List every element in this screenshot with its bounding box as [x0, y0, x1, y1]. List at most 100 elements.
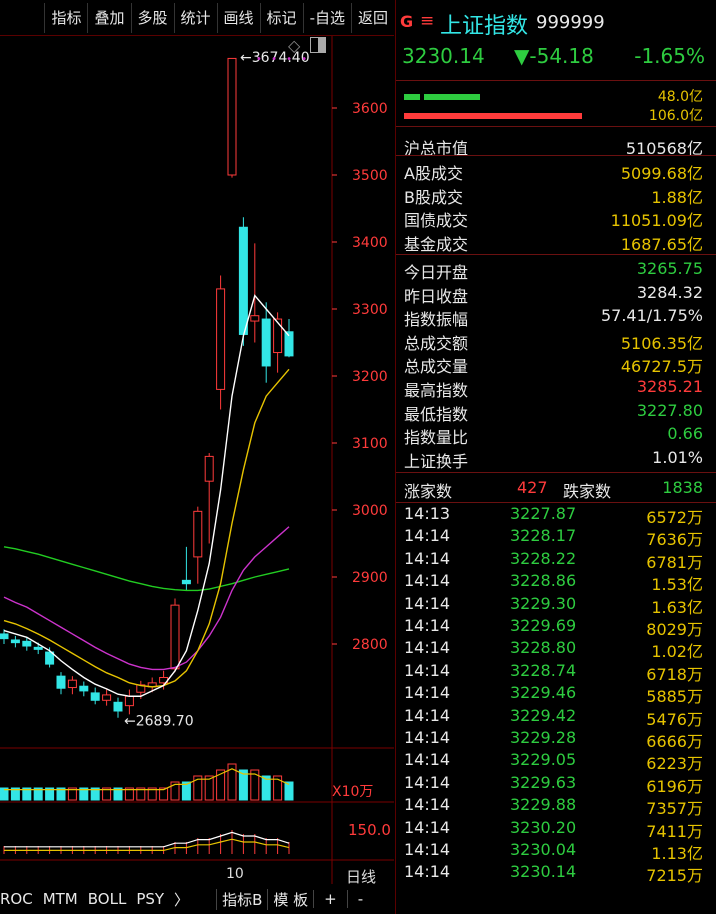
buy-bar-segment [404, 94, 420, 100]
volume-bar [261, 775, 271, 801]
tab-template[interactable]: 模 板 [267, 888, 313, 910]
tick-volume: 6781万 [646, 552, 703, 572]
stat-value: 46727.5万 [620, 357, 703, 377]
toolbar-multi-stock-button[interactable]: 多股 [130, 2, 174, 33]
volume-bar [284, 781, 294, 801]
tick-row: 14:14 3230.20 7411万 [396, 817, 716, 841]
candle-body [204, 455, 214, 482]
stat-row: 最高指数 3285.21 [396, 376, 716, 400]
tick-price: 3228.74 [510, 660, 577, 680]
indicator-line-2 [4, 838, 290, 851]
volume-bar [204, 775, 214, 801]
tick-volume: 7636万 [646, 530, 703, 550]
volume-bar [45, 787, 55, 801]
stat-row: 沪总市值 510568亿 [396, 134, 716, 158]
candle-body [238, 226, 248, 335]
volume-bar [238, 769, 248, 801]
price-tick-label: 3200 [352, 369, 388, 385]
panel-toggle-icon[interactable] [310, 37, 326, 53]
indicator-tab-bar: ROC MTM BOLL PSY 〉 指标B 模 板 + - [0, 884, 394, 914]
stat-label: 总成交量 [404, 357, 469, 377]
stat-label: 沪总市值 [404, 139, 469, 158]
indicator-value-label: 150.0 [348, 821, 391, 839]
volume-bar [193, 775, 203, 801]
candle-body [102, 694, 112, 701]
tab-boll[interactable]: BOLL [87, 890, 127, 908]
decliners-label: 跌家数 [563, 482, 612, 501]
tick-price: 3229.30 [510, 593, 577, 613]
tick-row: 14:14 3229.63 6196万 [396, 773, 716, 796]
tab-psy[interactable]: PSY [136, 890, 165, 908]
toolbar-overlay-button[interactable]: 叠加 [87, 2, 130, 33]
candle-body [56, 675, 66, 689]
price-tick-label: 3600 [352, 101, 388, 117]
buy-amount: 48.0亿 [657, 89, 703, 105]
toolbar-mark-button[interactable]: 标记 [259, 2, 303, 33]
zoom-in-button[interactable]: + [313, 890, 347, 908]
tab-indicator-b[interactable]: 指标B [216, 888, 267, 910]
stat-row: 总成交量 46727.5万 [396, 352, 716, 377]
tick-price: 3227.87 [510, 504, 577, 523]
candle-body [22, 640, 32, 647]
tick-price: 3229.42 [510, 705, 577, 725]
annotations: ←3674.40 ←2689.70 [124, 50, 310, 730]
tick-price: 3229.88 [510, 795, 577, 815]
tick-time: 14:14 [404, 548, 451, 568]
volume-bar [273, 775, 283, 801]
ma60-line [3, 546, 290, 592]
tick-volume: 6196万 [646, 776, 703, 796]
stat-label: 昨日收盘 [404, 286, 469, 306]
stat-value: 1.88亿 [651, 187, 703, 207]
toolbar-draw-line-button[interactable]: 画线 [216, 2, 260, 33]
tick-time: 14:14 [404, 817, 451, 837]
price-tick-label: 3100 [352, 436, 388, 452]
toolbar-remove-watchlist-button[interactable]: -自选 [302, 2, 351, 33]
volume-bar [0, 787, 9, 801]
stat-label: 最低指数 [404, 404, 469, 424]
candle-body [124, 695, 134, 707]
candle-body [284, 331, 294, 357]
tick-row: 14:14 3229.30 1.63亿 [396, 593, 716, 617]
kline-chart[interactable]: 3600 3500 3400 3300 3200 3100 3000 2900 2800 ←36… [0, 36, 394, 884]
toolbar-back-button[interactable]: 返回 [350, 2, 394, 33]
indicator-lines [3, 830, 290, 854]
tick-row: 14:14 3229.05 6223万 [396, 750, 716, 773]
volume-ma-line [4, 768, 290, 791]
price-change: ▼-54.18 [514, 44, 594, 68]
tick-price: 3230.14 [510, 862, 577, 882]
index-name: 上证指数 [440, 14, 529, 39]
candle-body [261, 318, 271, 367]
diamond-icon[interactable]: ◇ [288, 36, 301, 55]
price-tick-label: 2800 [352, 637, 388, 653]
zoom-out-button[interactable]: - [346, 890, 373, 908]
tick-time: 14:14 [404, 728, 451, 747]
advancers-count: 427 [517, 478, 548, 497]
tick-row: 14:14 3228.74 6718万 [396, 660, 716, 684]
volume-bar [147, 787, 157, 801]
stat-value: 3265.75 [636, 259, 703, 278]
stat-value: 3227.80 [636, 400, 703, 420]
stat-row: 总成交额 5106.35亿 [396, 329, 716, 353]
tick-time: 14:14 [404, 638, 451, 658]
stat-label: 今日开盘 [404, 263, 469, 282]
last-price: 3230.14 [402, 44, 485, 68]
period-label[interactable]: 日线 [346, 868, 377, 886]
volume-bar [227, 763, 237, 801]
advancers-label: 涨家数 [404, 482, 453, 501]
stat-label: 基金成交 [404, 234, 469, 254]
tab-roc[interactable]: ROC [0, 890, 33, 908]
menu-icon[interactable]: ≡ [420, 11, 435, 31]
candle-body [33, 646, 43, 650]
tick-price: 3228.22 [510, 548, 577, 568]
stat-label: A股成交 [404, 164, 463, 183]
tick-volume: 1.13亿 [651, 844, 703, 863]
stat-value: 5106.35亿 [620, 333, 703, 353]
price-tick-label: 3000 [352, 503, 388, 519]
tab-mtm[interactable]: MTM [42, 890, 78, 908]
toolbar-statistics-button[interactable]: 统计 [173, 2, 217, 33]
toolbar-indicator-button[interactable]: 指标 [44, 2, 87, 33]
volume-bar [10, 787, 20, 801]
tick-volume: 7215万 [646, 866, 703, 886]
tabs-next-icon[interactable]: 〉 [174, 890, 190, 909]
volume-bar [90, 787, 100, 801]
